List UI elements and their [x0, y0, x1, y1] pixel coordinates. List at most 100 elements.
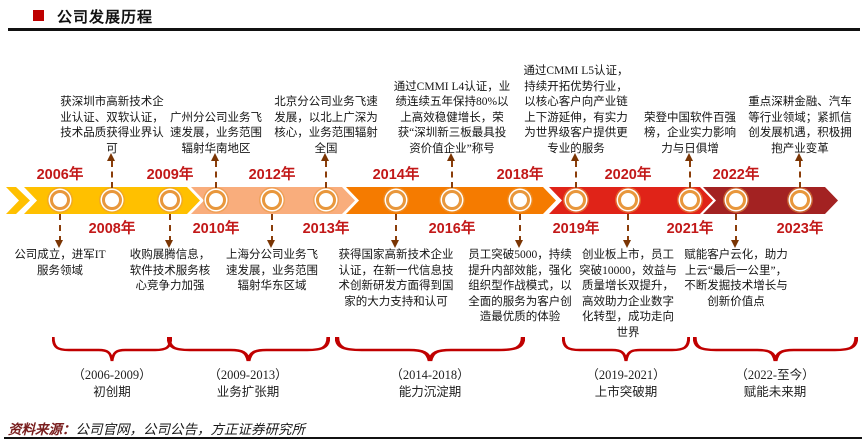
source-text: 公司官网，公司公告，方正证券研究所: [75, 422, 306, 437]
milestone-description: 创业板上市，员工突破10000，效益与质量增长双提升，高效助力企业数字化转型，成…: [579, 249, 677, 339]
milestone-description: 重点深耕金融、汽车等行业领域；紧抓信创发展机遇，积极拥抱产业变革: [748, 96, 852, 155]
timeline-node-icon: [50, 190, 70, 210]
milestone-description: 广州分公司业务飞速发展，业务范围辐射华南地区: [170, 111, 262, 155]
timeline-node-icon: [790, 190, 810, 210]
connector-line: [395, 214, 397, 242]
year-label: 2018年: [496, 167, 544, 183]
milestone-description: 获得国家高新技术企业认证，在新一代信息技术创新研发方面得到国家的大力支持和认可: [338, 249, 454, 308]
phase-label: （2022-至今） 赋能未来期: [700, 367, 850, 400]
phase-range: （2022-至今）: [735, 368, 815, 382]
up-arrow-icon: [321, 153, 329, 161]
phase-range: （2014-2018）: [390, 368, 470, 382]
year-label: 2012年: [248, 167, 296, 183]
milestone-description: 员工突破5000，持续提升内部效能，强化组织型作战模式，以全面的服务为客户创造最…: [468, 249, 572, 323]
connector-line: [575, 161, 577, 188]
bottom-border-line: [4, 437, 862, 439]
connector-line: [325, 161, 327, 188]
year-label: 2009年: [146, 167, 194, 183]
milestone-description: 通过CMMI L4认证，业绩连续五年保持80%以上高效稳健增长，荣获“深圳新三板…: [393, 80, 511, 155]
connector-line: [59, 214, 61, 242]
down-arrow-icon: [165, 240, 173, 248]
connector-line: [519, 214, 521, 242]
milestone-description: 赋能客户云化，助力上云“最后一公里”，不断发掘技术增长与创新价值点: [684, 249, 788, 308]
phase-range: （2006-2009）: [72, 368, 152, 382]
connector-line: [215, 161, 217, 188]
timeline-node-icon: [618, 190, 638, 210]
timeline-node-icon: [262, 190, 282, 210]
timeline-node-icon: [206, 190, 226, 210]
phase-label: （2009-2013） 业务扩张期: [173, 367, 323, 400]
year-label: 2008年: [88, 221, 136, 237]
connector-line: [627, 214, 629, 242]
connector-line: [271, 214, 273, 242]
phase-range: （2009-2013）: [208, 368, 288, 382]
year-label: 2021年: [666, 221, 714, 237]
down-arrow-icon: [731, 240, 739, 248]
down-arrow-icon: [515, 240, 523, 248]
down-arrow-icon: [623, 240, 631, 248]
timeline-node-icon: [316, 190, 336, 210]
year-label: 2010年: [192, 221, 240, 237]
phase-name: 初创期: [93, 384, 131, 399]
up-arrow-icon: [107, 153, 115, 161]
milestone-description: 公司成立，进军IT服务领域: [14, 249, 106, 277]
up-arrow-icon: [447, 153, 455, 161]
year-label: 2016年: [428, 221, 476, 237]
connector-line: [689, 161, 691, 188]
phase-name: 能力沉淀期: [398, 384, 462, 399]
source-note: 资料来源：公司官网，公司公告，方正证券研究所: [8, 418, 305, 438]
phase-label: （2019-2021） 上市突破期: [551, 367, 701, 400]
timeline-start-chevron-icon: [6, 187, 30, 214]
down-arrow-icon: [267, 240, 275, 248]
source-label: 资料来源：: [8, 422, 76, 437]
phase-brace-icon: [335, 336, 525, 362]
phase-label: （2006-2009） 初创期: [37, 367, 187, 400]
milestone-description: 收购展腾信息，软件技术服务核心竞争力加强: [129, 249, 211, 292]
year-label: 2006年: [36, 167, 84, 183]
phase-brace-icon: [562, 336, 690, 362]
connector-line: [169, 214, 171, 242]
year-label: 2019年: [552, 221, 600, 237]
milestone-description: 获深圳市高新技术企业认证、双软认证，技术品质获得业界认可: [60, 96, 164, 155]
down-arrow-icon: [55, 240, 63, 248]
year-label: 2020年: [604, 167, 652, 183]
up-arrow-icon: [795, 153, 803, 161]
timeline-node-icon: [102, 190, 122, 210]
milestone-description: 通过CMMI L5认证，持续开拓优势行业，以核心客户向产业链上下游延伸，有实力为…: [523, 65, 629, 155]
title-underline: [8, 28, 860, 31]
milestone-description: 上海分公司业务飞速发展，业务范围辐射华东区域: [226, 249, 318, 292]
up-arrow-icon: [685, 153, 693, 161]
phase-brace-icon: [167, 336, 330, 362]
phase-range: （2019-2021）: [586, 368, 666, 382]
figure-title: 公司发展历程: [57, 10, 154, 26]
timeline-node-icon: [510, 190, 530, 210]
connector-line: [111, 161, 113, 188]
phase-name: 业务扩张期: [216, 384, 280, 399]
phase-name: 上市突破期: [594, 384, 658, 399]
phase-brace-icon: [693, 336, 858, 362]
year-label: 2023年: [776, 221, 824, 237]
title-bullet-square-icon: [33, 10, 44, 21]
connector-line: [451, 161, 453, 188]
year-label: 2022年: [712, 167, 760, 183]
up-arrow-icon: [571, 153, 579, 161]
timeline-node-icon: [566, 190, 586, 210]
down-arrow-icon: [391, 240, 399, 248]
timeline-node-icon: [726, 190, 746, 210]
timeline-node-icon: [680, 190, 700, 210]
timeline-node-icon: [160, 190, 180, 210]
milestone-description: 荣登中国软件百强榜，企业实力影响力与日俱增: [644, 111, 736, 155]
connector-line: [799, 161, 801, 188]
timeline-node-icon: [386, 190, 406, 210]
phase-name: 赋能未来期: [743, 384, 807, 399]
phase-brace-icon: [52, 336, 172, 362]
milestone-description: 北京分公司业务飞速发展，以北上广深为核心，业务范围辐射全国: [274, 96, 378, 155]
connector-line: [735, 214, 737, 242]
year-label: 2014年: [372, 167, 420, 183]
timeline-node-icon: [442, 190, 462, 210]
phase-label: （2014-2018） 能力沉淀期: [355, 367, 505, 400]
up-arrow-icon: [211, 153, 219, 161]
year-label: 2013年: [302, 221, 350, 237]
timeline-segment-2022-now: [703, 187, 838, 214]
